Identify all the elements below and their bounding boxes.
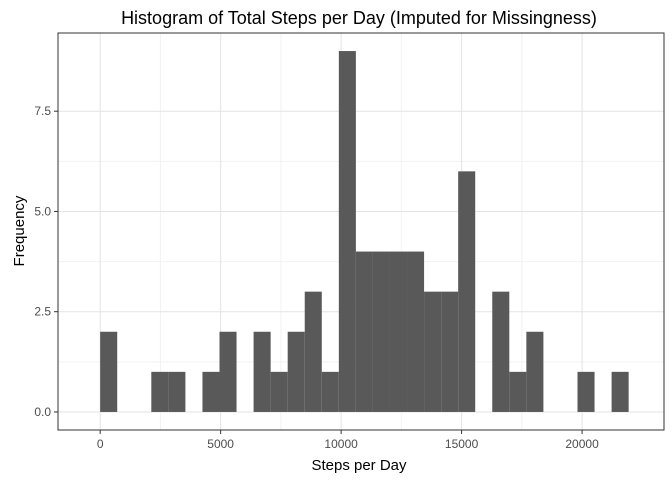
x-axis: 0 5000 10000 15000 20000: [97, 430, 599, 451]
histogram-bar: [355, 251, 373, 412]
histogram-bar: [372, 251, 390, 412]
histogram-bar: [407, 251, 425, 412]
x-tick-label: 5000: [207, 437, 234, 451]
histogram-bar: [458, 171, 476, 412]
histogram-bar: [100, 331, 118, 412]
histogram-bar: [168, 371, 186, 412]
histogram-bar: [526, 331, 544, 412]
y-tick-label: 0.0: [34, 405, 51, 419]
x-tick-label: 0: [97, 437, 104, 451]
histogram-bar: [287, 331, 305, 412]
histogram-bar: [441, 291, 459, 412]
histogram-bar: [577, 371, 595, 412]
histogram-bar: [611, 371, 629, 412]
y-tick-label: 2.5: [34, 305, 51, 319]
histogram-bar: [202, 371, 220, 412]
histogram-bar: [219, 331, 237, 412]
x-axis-label: Steps per Day: [311, 457, 407, 474]
histogram-bar: [270, 371, 288, 412]
histogram-bar: [304, 291, 322, 412]
x-tick-label: 20000: [565, 437, 599, 451]
histogram-bar: [338, 51, 356, 412]
histogram-bar: [509, 371, 527, 412]
x-tick-label: 15000: [445, 437, 479, 451]
plot-panel-border: [57, 32, 665, 431]
y-tick-label: 7.5: [34, 104, 51, 118]
histogram-bar: [151, 371, 169, 412]
y-axis: 0.0 2.5 5.0 7.5: [34, 104, 58, 419]
x-tick-label: 10000: [324, 437, 358, 451]
y-axis-label: Frequency: [11, 195, 28, 266]
bars-layer: [100, 51, 629, 412]
chart-title: Histogram of Total Steps per Day (Impute…: [121, 8, 597, 28]
histogram-bar: [424, 291, 442, 412]
y-tick-label: 5.0: [34, 204, 51, 218]
histogram-bar: [321, 371, 339, 412]
histogram-bar: [253, 331, 271, 412]
histogram-bar: [492, 291, 510, 412]
histogram-bar: [389, 251, 408, 412]
